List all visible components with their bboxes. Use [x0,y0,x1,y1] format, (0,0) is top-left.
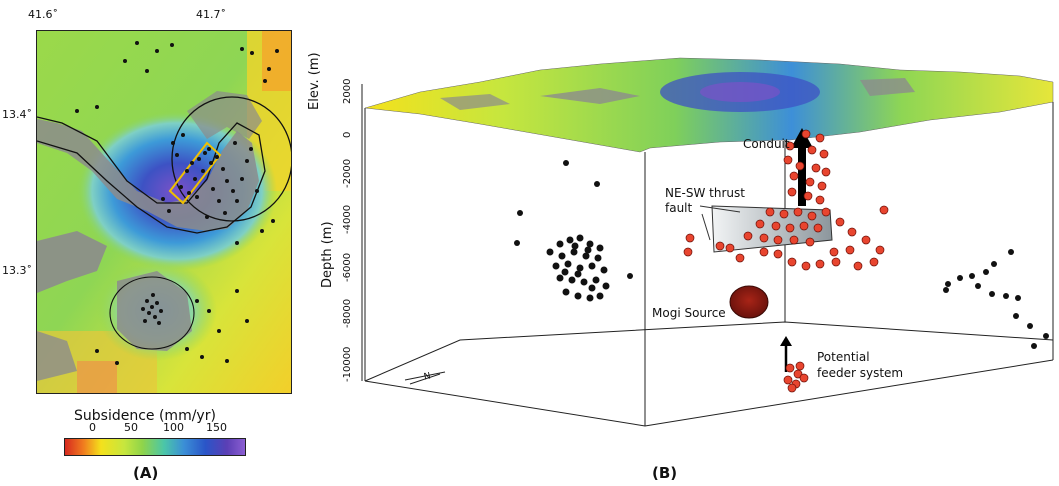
colorbar [64,438,246,456]
panel-a-label: (A) [133,464,159,482]
lat-tick-1: 13.4˚ [2,108,32,121]
lon-tick-1: 41.6˚ [28,8,58,21]
depth-tick-2000: -2000 [342,158,353,188]
mogi-source [729,285,769,319]
elev-tick-0: 0 [342,131,353,138]
thrust-fault-label-line1: NE-SW thrust [665,186,745,200]
lat-tick-2: 13.3˚ [2,264,32,277]
conduit-arrow [798,146,806,206]
thrust-fault-label-line2: fault [665,201,693,215]
colorbar-tick-50: 50 [124,421,138,434]
earthquake-cluster-red [683,129,889,393]
subsidence-map-svg [37,31,291,393]
panel-b-label: (B) [652,464,678,482]
colorbar-tick-150: 150 [206,421,227,434]
depth-axis-title: Depth (m) [320,221,335,288]
colorbar-title: Subsidence (mm/yr) [74,408,216,424]
thrust-fault-plane [711,205,833,253]
depth-tick-10000: -10000 [342,346,353,382]
north-arrow [404,371,446,385]
earthquake-cluster-right [943,249,1049,349]
conduit-label: Conduit [743,137,790,151]
mogi-source-label: Mogi Source [652,306,726,320]
feeder-label-line2: feeder system [817,366,904,380]
depth-tick-4000: -4000 [342,204,353,234]
depth-tick-6000: -6000 [342,252,353,282]
depth-tick-8000: -8000 [342,298,353,328]
elevation-axis-title: Elev. (m) [307,52,322,110]
lon-tick-2: 41.7˚ [196,8,226,21]
subsidence-map [36,30,292,394]
colorbar-tick-100: 100 [163,421,184,434]
colorbar-tick-0: 0 [89,421,96,434]
feeder-label-line1: Potential [817,350,870,364]
elev-tick-2000: 2000 [342,78,353,104]
earthquake-cluster-left [514,160,633,302]
